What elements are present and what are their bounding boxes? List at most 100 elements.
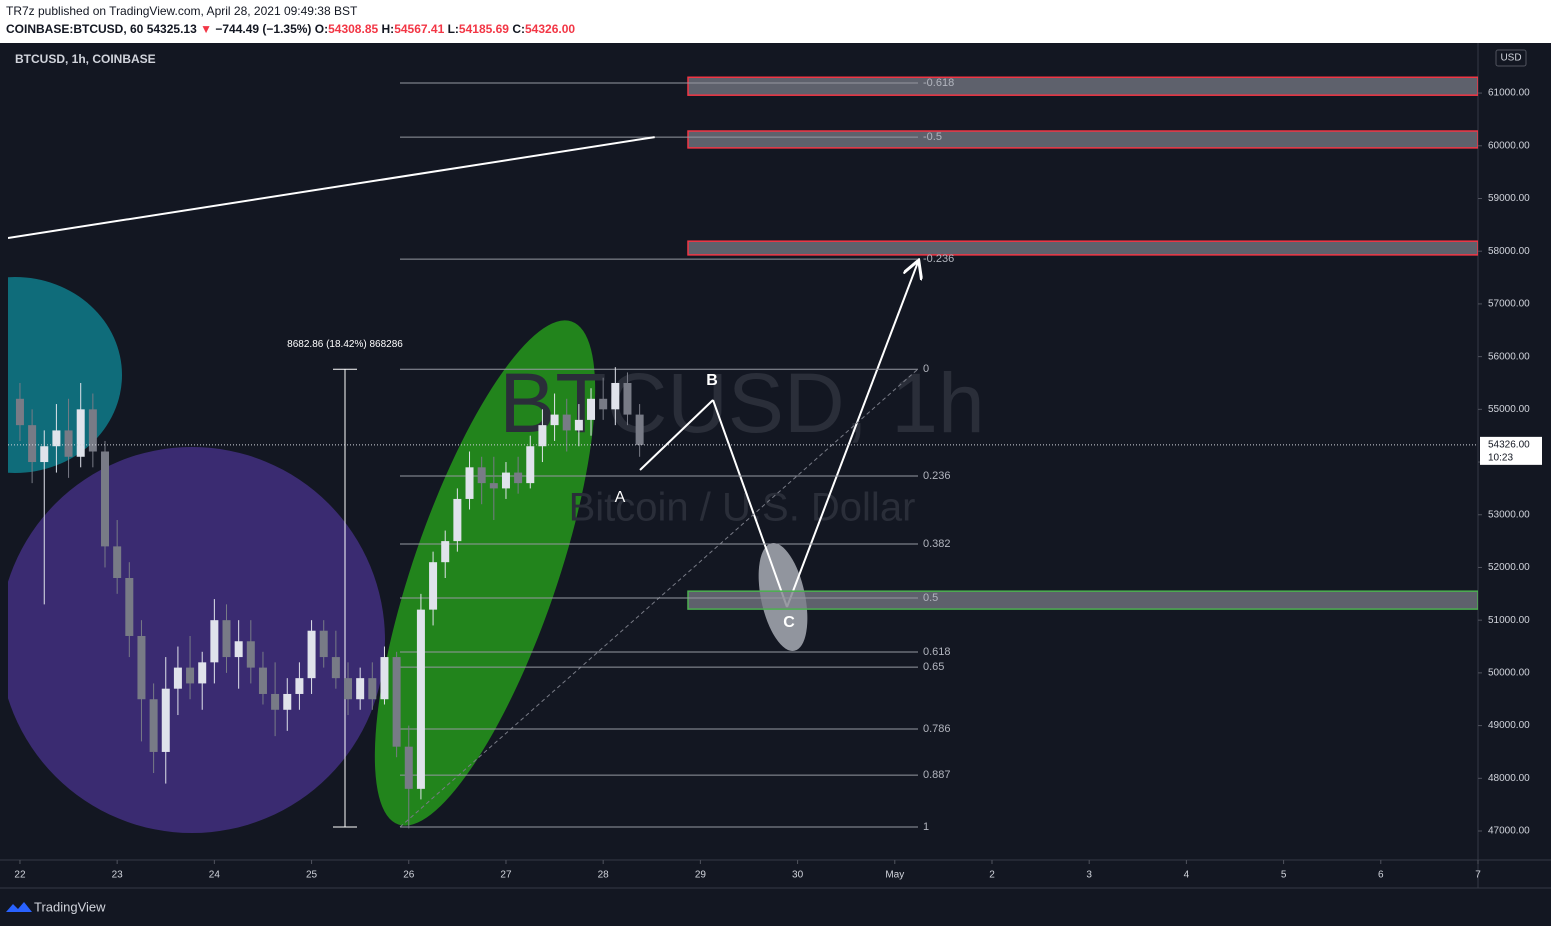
chart-title: BTCUSD, 1h, COINBASE [15,52,156,66]
brand[interactable]: TradingView [34,899,106,914]
fib-label: 0.887 [923,769,951,781]
fib-label: 0.236 [923,470,951,482]
arrow: ▼ [200,22,212,36]
candle-body [234,641,243,658]
candle-body [477,467,486,484]
header-bar [0,0,1551,43]
fib-label: 0.65 [923,661,944,673]
legend-line: COINBASE:BTCUSD, 60 54325.13 ▼ −744.49 (… [6,22,575,36]
candle-body [283,693,292,710]
last-price-label: 54326.00 [1488,439,1530,450]
y-tick-label: 57000.00 [1488,299,1530,310]
x-tick-label: 3 [1086,870,1092,881]
high: 54567.41 [394,22,444,36]
candle-body [15,398,24,426]
candle-body [501,472,510,489]
y-tick-label: 59000.00 [1488,193,1530,204]
candle-body [441,541,450,563]
fib-label: 0.618 [923,646,951,658]
y-tick-label: 55000.00 [1488,404,1530,415]
candle-body [295,678,304,694]
published: TR7z published on TradingView.com, April… [6,4,358,18]
x-tick-label: 28 [598,870,610,881]
fib-label: 0 [923,363,929,375]
x-tick-label: 25 [306,870,318,881]
h-label: H: [382,22,395,36]
candle-body [514,472,523,484]
x-tick-label: 24 [209,870,221,881]
fib-label: 1 [923,821,929,833]
y-tick-label: 60000.00 [1488,140,1530,151]
candle-body [489,483,498,489]
candle-body [149,699,158,752]
wave-line [639,399,714,471]
x-tick-label: 26 [403,870,415,881]
candle-body [550,414,559,426]
x-tick-label: 23 [112,870,124,881]
y-tick-label: 61000.00 [1488,88,1530,99]
candle-body [344,678,353,700]
y-tick-label: 56000.00 [1488,351,1530,362]
y-tick-label: 47000.00 [1488,826,1530,837]
candle-body [28,425,37,463]
candle-body [623,382,632,415]
x-tick-label: 27 [500,870,512,881]
candle-body [416,609,425,789]
x-tick-label: 5 [1281,870,1287,881]
candle-body [113,546,122,579]
candle-body [64,430,73,457]
candle-body [173,667,182,689]
x-tick-label: 30 [792,870,804,881]
candle-body [635,414,644,445]
candle-body [76,409,85,457]
fib-label: -0.236 [923,253,954,265]
candle-body [574,419,583,431]
watermark: BTCUSD, 1h [499,356,984,450]
candle-body [161,688,170,752]
wave-line [712,399,788,608]
x-tick-label: 7 [1475,870,1481,881]
candle-body [587,398,596,420]
candle-body [538,425,547,447]
candle-body [429,562,438,610]
candle-body [611,382,620,410]
green-ellipse [374,320,596,826]
last: 54325.13 [147,22,197,36]
fib-label: 0.786 [923,723,951,735]
candle-body [465,467,474,499]
candle-body [599,398,608,410]
close: 54326.00 [525,22,575,36]
candle-body [88,409,97,452]
candle-body [331,657,340,679]
wave-label: C [783,614,795,631]
candle-body [222,620,231,658]
last-price-box [1480,436,1542,465]
watermark-sub: Bitcoin / U.S. Dollar [569,486,916,530]
candle-body [125,578,134,636]
candle-body [198,662,207,684]
x-tick-label: 22 [14,870,26,881]
candle-body [186,667,195,684]
trendline [8,136,655,240]
o-label: O: [315,22,328,36]
candle-body [40,446,49,463]
zone [687,130,1478,149]
plot-layer [8,76,1478,829]
candle-body [356,678,365,700]
candle-body [52,430,61,447]
x-tick-label: May [885,870,904,881]
y-tick-label: 53000.00 [1488,509,1530,520]
measure-label: 8682.86 (18.42%) 868286 [287,339,403,350]
zone [687,590,1478,610]
y-tick-label: 58000.00 [1488,246,1530,257]
fib-label: 0.382 [923,538,951,550]
candle-body [392,657,401,747]
candle-body [368,678,377,700]
y-tick-label: 52000.00 [1488,562,1530,573]
candle-body [380,657,389,700]
fib-label: 0.5 [923,592,938,604]
x-tick-label: 2 [989,870,995,881]
candle-body [246,641,255,668]
fib-label: -0.5 [923,131,942,143]
